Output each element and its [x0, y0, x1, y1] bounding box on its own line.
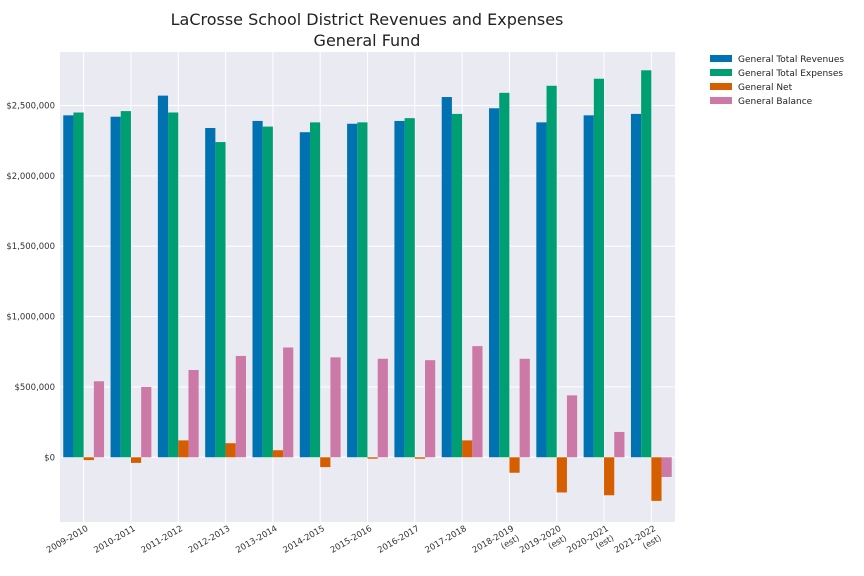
- bar-general-total-revenues: [630, 113, 642, 458]
- bar-general-total-revenues: [157, 95, 169, 458]
- chart-subtitle: General Fund: [314, 31, 421, 50]
- bar-general-balance: [330, 357, 341, 458]
- bar-general-total-revenues: [252, 120, 263, 458]
- bar-general-balance: [472, 346, 483, 458]
- bar-general-balance: [93, 381, 105, 458]
- y-tick-label: $2,500,000: [6, 101, 55, 111]
- x-tick-label: 2017-2018: [423, 524, 468, 556]
- x-tick-label: 2016-2017: [376, 524, 421, 556]
- bar-general-total-expenses: [168, 112, 179, 458]
- x-tick-label: 2015-2016: [329, 524, 374, 556]
- bar-general-total-revenues: [205, 127, 216, 458]
- chart-title: LaCrosse School District Revenues and Ex…: [171, 10, 564, 29]
- bar-general-net: [509, 457, 520, 473]
- bar-general-net: [178, 440, 189, 458]
- bar-general-total-expenses: [404, 118, 415, 458]
- bar-general-total-revenues: [583, 115, 594, 458]
- bar-general-net: [604, 457, 615, 496]
- legend-swatch: [710, 97, 732, 104]
- bar-general-total-expenses: [593, 78, 605, 458]
- x-tick-label: 2009-2010: [45, 524, 90, 556]
- bar-general-total-expenses: [215, 142, 226, 458]
- bar-general-net: [272, 450, 284, 458]
- bar-general-total-expenses: [262, 126, 273, 458]
- legend-swatch: [710, 69, 732, 76]
- bar-general-net: [414, 457, 426, 459]
- bar-general-balance: [566, 395, 578, 458]
- y-tick-label: $1,500,000: [6, 242, 55, 252]
- bars: [63, 70, 672, 501]
- legend-label: General Total Revenues: [738, 55, 844, 65]
- bar-general-net: [462, 440, 473, 458]
- bar-general-total-revenues: [536, 122, 547, 458]
- bar-general-balance: [425, 360, 436, 458]
- y-axis: $0 $500,000 $1,000,000 $1,500,000 $2,000,000…: [6, 101, 55, 463]
- legend-label: General Total Expenses: [738, 69, 843, 79]
- x-tick-label: 2010-2011: [92, 524, 137, 556]
- bar-general-net: [130, 457, 142, 463]
- legend-swatch: [710, 83, 732, 90]
- bar-general-total-expenses: [451, 113, 463, 458]
- bar-general-total-expenses: [546, 85, 557, 458]
- bar-general-total-revenues: [394, 120, 405, 458]
- bar-general-net: [367, 457, 378, 459]
- bar-general-balance: [377, 358, 388, 458]
- bar-general-total-revenues: [489, 108, 500, 458]
- x-tick-label: 2011-2012: [140, 524, 185, 556]
- y-tick-label: $0: [44, 453, 55, 463]
- bar-general-total-expenses: [120, 111, 131, 458]
- bar-general-total-expenses: [73, 112, 84, 458]
- bar-general-balance: [235, 355, 246, 458]
- bar-general-total-revenues: [110, 116, 121, 458]
- bar-general-balance: [188, 370, 199, 458]
- x-tick-label: 2013-2014: [234, 524, 279, 556]
- bar-general-total-expenses: [309, 122, 321, 458]
- bar-general-balance: [614, 431, 625, 458]
- bar-general-net: [556, 457, 567, 493]
- legend-label: General Balance: [738, 97, 813, 107]
- bar-general-net: [83, 457, 94, 461]
- x-tick-label: 2018-2019(est): [471, 524, 522, 565]
- bar-general-total-expenses: [641, 70, 652, 458]
- x-axis: 2009-2010 2010-2011 2011-2012 2012-2013 2013…: [45, 524, 664, 565]
- bar-general-balance: [519, 358, 530, 458]
- legend-swatch: [710, 55, 732, 62]
- legend: General Total Revenues General Total Expe…: [710, 55, 844, 107]
- y-tick-label: $2,000,000: [6, 172, 55, 182]
- legend-label: General Net: [738, 83, 793, 93]
- bar-general-total-expenses: [357, 122, 368, 458]
- bar-general-net: [320, 457, 331, 468]
- bar-general-balance: [283, 347, 294, 458]
- bar-general-total-revenues: [347, 123, 358, 458]
- x-tick-label: 2021-2022(est): [613, 524, 664, 565]
- bar-general-balance: [661, 457, 672, 477]
- y-tick-label: $1,000,000: [6, 313, 55, 323]
- bar-general-net: [225, 443, 236, 458]
- x-tick-label: 2020-2021(est): [565, 524, 616, 565]
- y-tick-label: $500,000: [14, 383, 55, 393]
- bar-general-total-revenues: [63, 115, 74, 458]
- bar-general-total-revenues: [441, 97, 452, 458]
- bar-general-net: [651, 457, 662, 501]
- bar-general-balance: [141, 386, 152, 458]
- bar-general-total-expenses: [499, 92, 510, 458]
- x-tick-label: 2012-2013: [187, 524, 232, 556]
- x-tick-label: 2014-2015: [282, 524, 327, 556]
- x-tick-label: 2019-2020(est): [518, 524, 569, 565]
- bar-general-total-revenues: [299, 132, 310, 458]
